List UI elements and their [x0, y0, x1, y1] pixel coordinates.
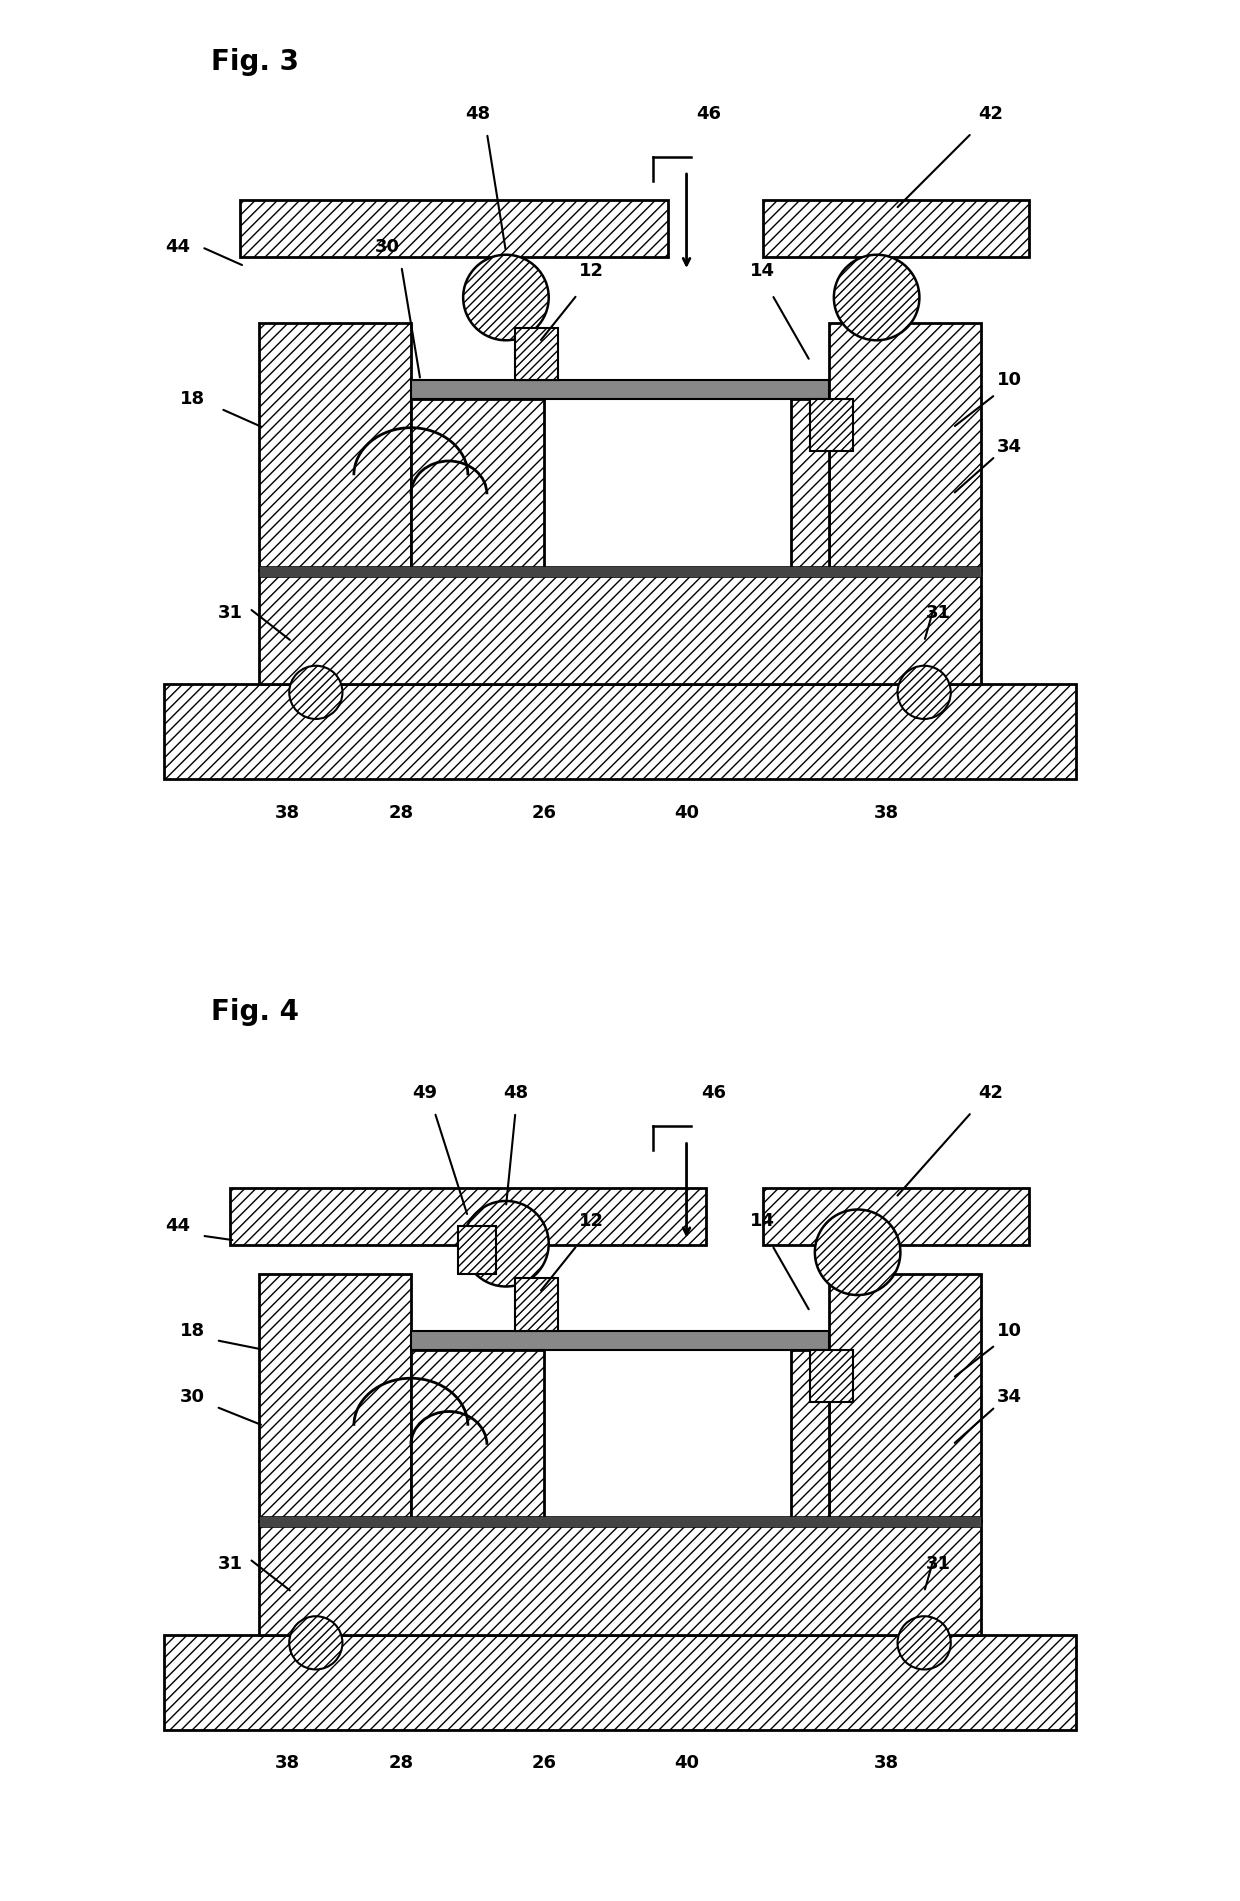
Text: 40: 40	[675, 1755, 699, 1772]
Text: 26: 26	[532, 804, 557, 821]
Circle shape	[289, 665, 342, 719]
Bar	[516, 327, 558, 380]
Bar	[259, 1517, 981, 1528]
Bar	[410, 1331, 830, 1350]
Text: 46: 46	[701, 1084, 725, 1103]
Text: 31: 31	[926, 1555, 951, 1572]
Text: 42: 42	[978, 1084, 1003, 1103]
Bar	[164, 1635, 1076, 1730]
Text: 12: 12	[579, 1213, 604, 1230]
Bar	[410, 380, 830, 399]
Text: 44: 44	[165, 1217, 191, 1236]
Circle shape	[815, 1209, 900, 1295]
Bar	[830, 323, 981, 570]
Text: 18: 18	[180, 390, 205, 409]
Bar	[791, 399, 830, 570]
Text: 12: 12	[579, 262, 604, 279]
Text: 28: 28	[389, 804, 414, 821]
Circle shape	[898, 1616, 951, 1669]
Text: 42: 42	[978, 105, 1003, 124]
Text: 10: 10	[997, 1321, 1022, 1340]
Text: 49: 49	[413, 1084, 438, 1103]
Text: 40: 40	[675, 804, 699, 821]
Bar	[259, 323, 410, 570]
Bar	[259, 1274, 410, 1521]
Bar	[763, 200, 1029, 257]
Text: 30: 30	[180, 1388, 205, 1407]
Text: 48: 48	[465, 105, 490, 124]
Bar	[763, 1188, 1029, 1245]
Bar	[459, 1226, 496, 1274]
Text: 38: 38	[873, 804, 899, 821]
Bar	[164, 684, 1076, 779]
Bar	[830, 1274, 981, 1521]
Text: Fig. 3: Fig. 3	[211, 48, 299, 76]
Text: 48: 48	[503, 1084, 528, 1103]
Circle shape	[833, 255, 919, 340]
Text: 18: 18	[180, 1321, 205, 1340]
Text: 34: 34	[997, 437, 1022, 456]
Bar	[259, 570, 981, 684]
Circle shape	[464, 255, 549, 340]
Bar	[810, 1350, 853, 1403]
Text: 14: 14	[750, 1213, 775, 1230]
Text: 31: 31	[218, 1555, 243, 1572]
Text: 34: 34	[997, 1388, 1022, 1407]
Text: 38: 38	[275, 1755, 300, 1772]
Bar	[259, 1521, 981, 1635]
Circle shape	[898, 665, 951, 719]
Text: 46: 46	[696, 105, 720, 124]
Text: 38: 38	[873, 1755, 899, 1772]
Text: 44: 44	[165, 238, 191, 257]
Text: 31: 31	[218, 605, 243, 622]
Bar	[231, 1188, 706, 1245]
Bar	[410, 1350, 544, 1521]
Text: Fig. 4: Fig. 4	[211, 998, 299, 1027]
Text: 10: 10	[997, 371, 1022, 390]
Bar	[810, 399, 853, 451]
Text: 30: 30	[374, 238, 399, 257]
Text: 38: 38	[275, 804, 300, 821]
Bar	[516, 1277, 558, 1331]
Bar	[259, 566, 981, 578]
Text: 31: 31	[926, 605, 951, 622]
Circle shape	[289, 1616, 342, 1669]
Bar	[239, 200, 667, 257]
Circle shape	[464, 1201, 549, 1287]
Text: 28: 28	[389, 1755, 414, 1772]
Text: 14: 14	[750, 262, 775, 279]
Bar	[791, 1350, 830, 1521]
Bar	[410, 399, 544, 570]
Text: 26: 26	[532, 1755, 557, 1772]
